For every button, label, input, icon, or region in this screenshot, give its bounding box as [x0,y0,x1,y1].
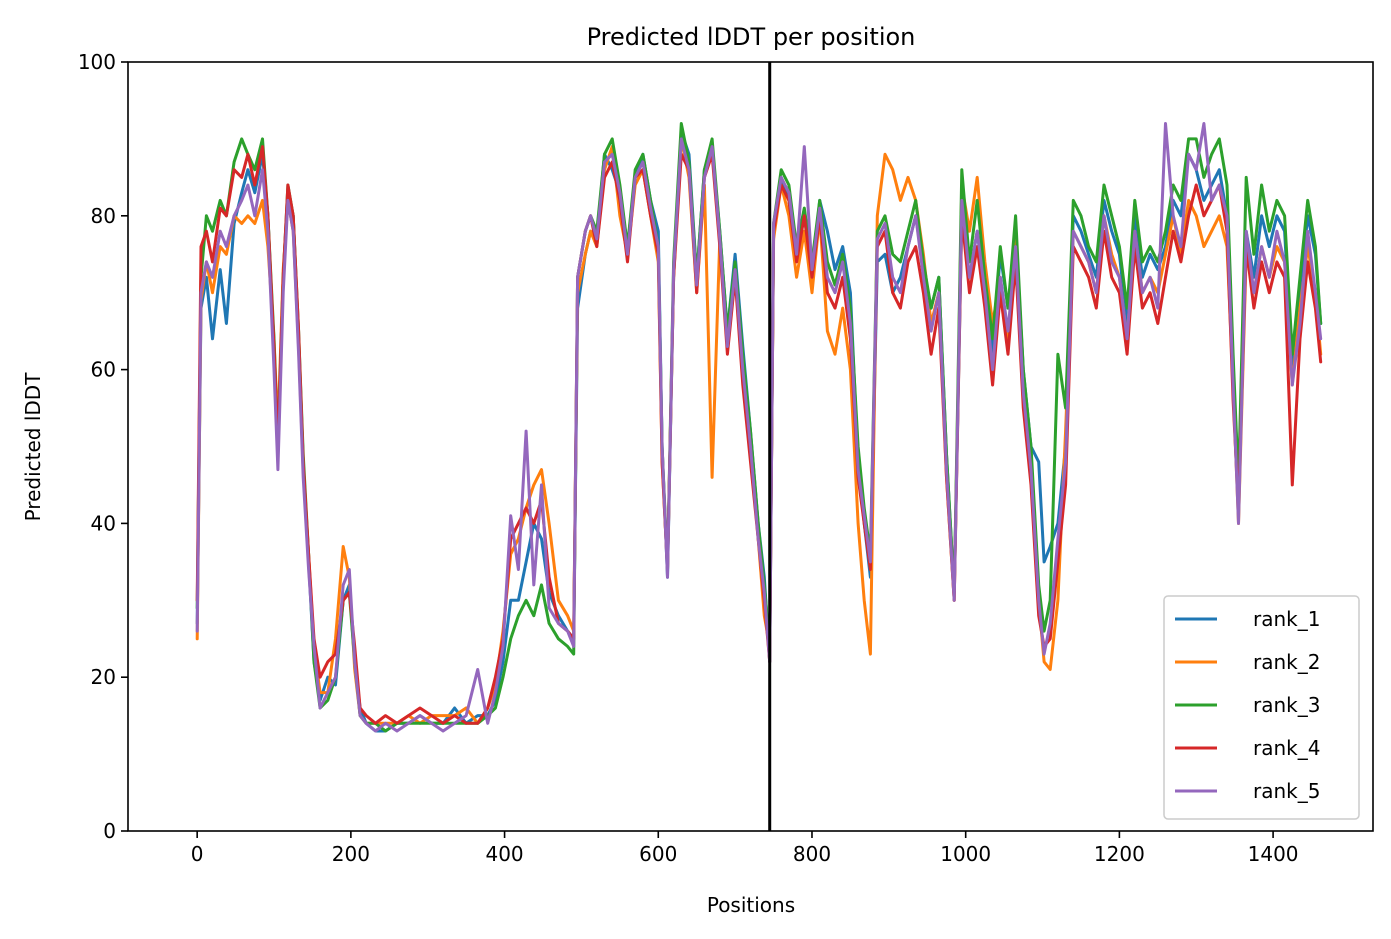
legend-box [1163,595,1360,820]
x-tick-label: 800 [793,842,831,866]
y-axis-title: Predicted lDDT [21,372,45,522]
y-tick-label: 20 [91,665,116,689]
x-tick-label: 400 [485,842,523,866]
x-tick-label: 1400 [1248,842,1299,866]
legend-label-rank_1: rank_1 [1253,607,1320,631]
series-line-rank_5 [195,122,1323,733]
x-tick-label: 200 [332,842,370,866]
plot-frame [127,61,1374,832]
series-group [195,122,1323,733]
x-tick-label: 600 [639,842,677,866]
x-tick-label: 1200 [1094,842,1145,866]
y-tick-label: 100 [78,50,116,74]
legend-label-rank_2: rank_2 [1253,650,1320,674]
legend-label-rank_5: rank_5 [1253,779,1320,803]
legend: rank_1 rank_2 rank_3 rank_4 rank_5 [1163,595,1360,820]
x-tick-label: 0 [191,842,204,866]
x-tick-label: 1000 [940,842,991,866]
legend-label-rank_4: rank_4 [1253,736,1320,760]
y-tick-label: 60 [91,358,116,382]
y-tick-label: 40 [91,511,116,535]
y-tick-label: 80 [91,204,116,228]
chart-title: Predicted lDDT per position [587,23,916,51]
x-axis-title: Positions [707,893,795,917]
legend-label-rank_3: rank_3 [1253,693,1320,717]
y-tick-label: 0 [103,819,116,843]
axes-group: 0 200 400 600 800 1000 1200 1400 0 20 40 60 80 100 [78,50,1374,866]
